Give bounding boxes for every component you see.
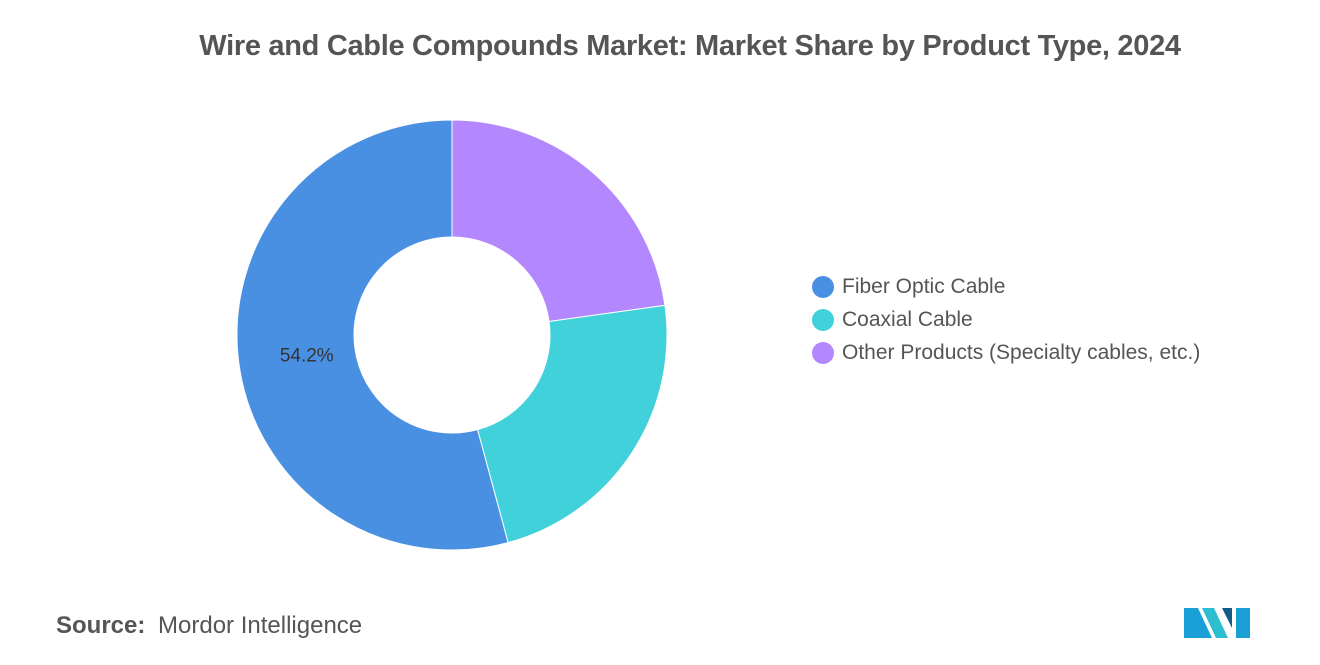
chart-legend: Fiber Optic Cable Coaxial Cable Other Prod… [812, 270, 1200, 369]
legend-swatch [812, 275, 834, 298]
mordor-intelligence-logo [1184, 604, 1252, 645]
legend-swatch [812, 341, 834, 364]
source-label: Source: [56, 612, 146, 639]
legend-swatch [812, 308, 834, 331]
logo-shape-right-bar [1236, 608, 1250, 638]
logo-shape-left [1184, 608, 1212, 638]
logo-shape-mid [1202, 608, 1228, 638]
source-value: Mordor Intelligence [158, 612, 363, 639]
legend-item: Fiber Optic Cable [812, 270, 1200, 303]
slice-fiber-optic-cable [236, 119, 509, 551]
legend-label: Other Products (Specialty cables, etc.) [842, 340, 1201, 364]
donut-slices [236, 119, 668, 551]
source-note: Source: Mordor Intelligence [56, 612, 362, 640]
legend-label: Fiber Optic Cable [842, 274, 1006, 298]
legend-item: Coaxial Cable [812, 303, 1200, 336]
data-labels: 54.2% [280, 345, 334, 366]
slice-coaxial-cable [476, 304, 668, 544]
legend-item: Other Products (Specialty cables, etc.) [812, 336, 1200, 369]
chart-title: Wire and Cable Compounds Market: Market … [199, 30, 1181, 62]
data-label: 54.2% [280, 345, 334, 366]
legend-label: Coaxial Cable [842, 307, 973, 331]
slice-other-products-specialty-cables-etc [451, 119, 666, 323]
logo-shape-right [1222, 608, 1232, 628]
